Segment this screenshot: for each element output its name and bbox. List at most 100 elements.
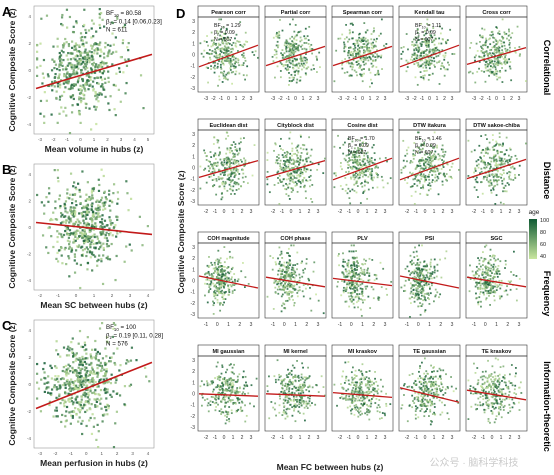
data-point — [423, 142, 425, 145]
data-point — [58, 198, 61, 201]
data-point — [228, 161, 231, 164]
data-point — [100, 168, 103, 171]
data-point — [86, 248, 90, 251]
data-point — [292, 46, 294, 49]
data-point — [59, 79, 63, 82]
data-point — [473, 186, 476, 189]
data-point — [504, 184, 507, 187]
data-point — [223, 157, 226, 160]
data-point — [305, 168, 308, 171]
data-point — [432, 27, 435, 29]
data-point — [69, 208, 72, 211]
data-point — [363, 169, 366, 171]
data-point — [423, 61, 426, 64]
data-point — [69, 206, 72, 209]
data-point — [351, 188, 354, 191]
data-point — [508, 58, 511, 61]
data-point — [88, 419, 91, 422]
data-point — [299, 64, 301, 67]
data-point — [101, 420, 104, 423]
data-point — [234, 57, 237, 60]
data-point — [105, 397, 108, 400]
data-point — [50, 393, 53, 397]
data-point — [102, 25, 106, 28]
data-point — [291, 50, 294, 53]
data-point — [367, 42, 370, 44]
data-point — [319, 66, 321, 69]
data-point — [371, 170, 374, 173]
data-point — [351, 65, 354, 68]
data-point — [82, 393, 85, 396]
data-point — [495, 43, 498, 46]
data-point — [350, 177, 353, 180]
data-point — [301, 44, 304, 47]
data-point — [364, 50, 367, 53]
y-tick-label: -1 — [191, 290, 196, 296]
data-point — [358, 174, 361, 176]
data-point — [375, 66, 378, 69]
data-point — [222, 52, 225, 54]
data-point — [85, 246, 88, 249]
data-point — [289, 284, 292, 287]
data-point — [360, 59, 363, 62]
data-point — [211, 179, 214, 182]
data-point — [280, 250, 283, 253]
data-point — [224, 58, 227, 61]
data-point — [115, 235, 118, 238]
data-point — [208, 286, 211, 288]
data-point — [69, 63, 72, 67]
data-point — [224, 173, 227, 176]
data-point — [282, 64, 285, 66]
x-tick-label: -1 — [286, 96, 291, 102]
data-point — [216, 276, 219, 278]
data-point — [99, 231, 102, 234]
data-point — [97, 247, 101, 251]
data-point — [116, 232, 119, 235]
data-point — [232, 185, 235, 188]
data-point — [348, 56, 351, 59]
data-point — [216, 258, 219, 261]
data-point — [370, 38, 373, 41]
data-point — [355, 175, 358, 178]
x-tick-label: 3 — [317, 322, 320, 328]
data-point — [416, 179, 419, 182]
data-point — [289, 44, 292, 47]
data-point — [36, 372, 39, 375]
data-point — [409, 186, 412, 188]
data-point — [229, 255, 232, 258]
data-point — [349, 166, 352, 168]
data-point — [422, 173, 425, 176]
data-point — [493, 180, 496, 183]
data-point — [52, 211, 55, 214]
data-point — [277, 32, 280, 35]
data-point — [209, 58, 212, 61]
data-point — [220, 35, 223, 38]
data-point — [275, 49, 278, 52]
regression-line — [466, 158, 527, 180]
data-point — [348, 250, 351, 253]
stat-bf: BF10 = 1.11 — [415, 23, 441, 30]
data-point — [98, 12, 101, 16]
data-point — [291, 35, 294, 38]
data-point — [230, 65, 232, 68]
data-point — [75, 188, 78, 191]
data-point — [285, 39, 288, 42]
data-point — [78, 363, 81, 366]
data-point — [139, 74, 143, 77]
data-point — [420, 76, 423, 79]
data-point — [490, 70, 493, 73]
data-point — [476, 70, 479, 73]
data-point — [280, 52, 283, 55]
data-point — [98, 240, 101, 243]
data-point — [266, 170, 269, 173]
data-point — [298, 279, 301, 282]
data-point — [508, 46, 511, 49]
data-point — [232, 41, 235, 44]
data-point — [291, 294, 294, 297]
data-point — [287, 151, 289, 154]
data-point — [67, 62, 70, 65]
data-point — [210, 31, 213, 34]
data-point — [221, 60, 224, 63]
data-point — [240, 270, 243, 273]
data-point — [56, 121, 59, 124]
